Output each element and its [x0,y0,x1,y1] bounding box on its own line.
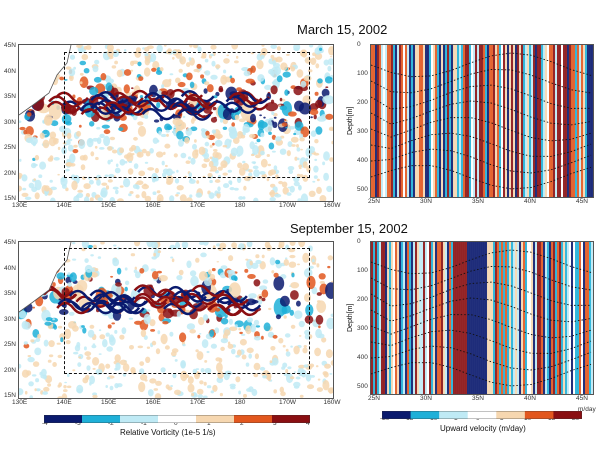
map-lon-tick: 170W [279,399,296,406]
map-lat-tick: 40N [4,264,16,272]
map-lon-tick: 180 [234,202,246,209]
section-depth-tick: 200 [357,296,368,303]
vorticity-colorbar-label: Relative Vorticity (1e-5 1/s) [120,428,216,437]
map-lat-tick: 45N [4,239,16,246]
section-lat-tick: 30N [420,395,432,402]
map-lon-tick: 140E [56,399,72,406]
map-lat-tick: 30N [4,315,16,323]
section-depth-tick: 100 [357,70,368,77]
section-depth-tick: 0 [357,41,361,48]
map-lon-tick: 170E [190,202,206,209]
vorticity-colorbar-tick: -3 [75,420,81,427]
section-ylabel-march: Depth[m] [347,106,354,135]
section-lat-tick: 25N [368,198,380,205]
map-lat-tick: 20N [4,169,16,177]
section-lat-tick: 30N [420,198,432,205]
section-depth-tick: 300 [357,128,368,135]
vorticity-colorbar-tick: -1 [141,420,147,427]
vorticity-colorbar-tick: 2 [240,420,244,427]
title-september: September 15, 2002 [290,221,408,236]
map-lon-tick: 130E [12,399,28,406]
vorticity-colorbar-tick: 4 [306,420,310,427]
vorticity-colorbar-tick: 0 [174,420,178,427]
map-lon-tick: 160W [323,202,341,209]
section-lat-tick: 25N [368,395,380,402]
section-depth-tick: 400 [357,157,368,164]
map-lon-tick: 170E [190,399,206,406]
vorticity-colorbar-tick: 1 [207,420,211,427]
vorticity-map-march [18,44,334,202]
velocity-colorbar [381,406,583,420]
section-depth-tick: 300 [357,325,368,332]
section-depth-tick: 100 [357,267,368,274]
section-depth-tick: 200 [357,99,368,106]
section-lat-tick: 45N [576,395,588,402]
map-lat-tick: 45N [4,42,16,49]
section-depth-tick: 500 [357,186,368,193]
section-lat-tick: 35N [472,198,484,205]
map-lon-tick: 160W [323,399,341,406]
section-depth-tick: 400 [357,354,368,361]
vorticity-colorbar-tick: -4 [42,420,48,427]
map-lon-tick: 130E [12,202,28,209]
map-lat-tick: 40N [4,67,16,75]
map-lon-tick: 170W [279,202,296,209]
vorticity-colorbar [43,410,311,424]
section-ylabel-september: Depth[m] [347,303,354,332]
map-lon-tick: 160E [145,399,161,406]
map-lat-tick: 35N [4,290,16,297]
section-lat-tick: 40N [524,198,536,205]
vorticity-map-september [18,241,334,399]
map-lon-tick: 180 [234,399,246,406]
velocity-section-september [370,241,594,395]
map-lat-tick: 20N [4,366,16,374]
velocity-colorbar-label: Upward velocity (m/day) [440,424,526,433]
map-lat-tick: 35N [4,93,16,100]
map-lon-tick: 160E [145,202,161,209]
map-lat-tick: 15N [4,195,16,202]
map-lat-tick: 15N [4,392,16,399]
vorticity-colorbar-tick: 3 [273,420,277,427]
velocity-colorbar-unit-tick: m/day [578,406,596,413]
section-depth-tick: 500 [357,383,368,390]
map-lon-tick: 140E [56,202,72,209]
section-lat-tick: 45N [576,198,588,205]
section-lat-tick: 35N [472,395,484,402]
vorticity-colorbar-tick: -2 [108,420,114,427]
velocity-section-march [370,44,594,198]
title-march: March 15, 2002 [297,22,388,37]
map-lat-tick: 30N [4,118,16,126]
map-lat-tick: 25N [4,341,16,348]
map-lat-tick: 25N [4,144,16,151]
section-depth-tick: 0 [357,238,361,245]
section-lat-tick: 40N [524,395,536,402]
map-lon-tick: 150E [101,202,117,209]
map-lon-tick: 150E [101,399,117,406]
